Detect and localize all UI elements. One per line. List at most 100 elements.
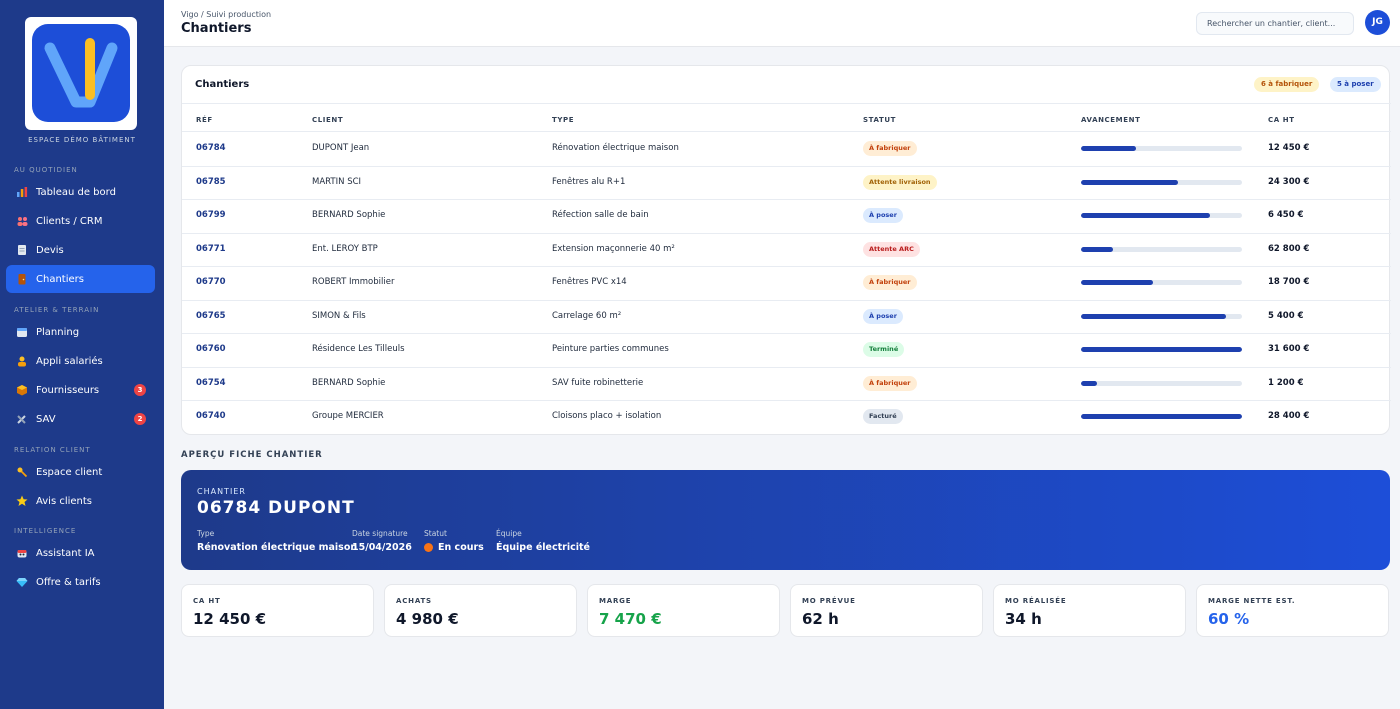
- to-install-chip[interactable]: 5 à poser: [1330, 77, 1381, 92]
- sidebar-item-clients-crm[interactable]: Clients / CRM: [6, 207, 155, 235]
- column-header-status[interactable]: STATUT: [863, 116, 896, 124]
- table-row[interactable]: 06770 ROBERT Immobilier Fenêtres PVC x14 À …: [182, 266, 1391, 299]
- column-header-ref[interactable]: RÉF: [196, 116, 213, 124]
- field-label: Type: [197, 529, 215, 538]
- field-value: 15/04/2026: [352, 542, 412, 553]
- row-amount: 28 400 €: [1268, 411, 1310, 421]
- row-ref[interactable]: 06785: [196, 176, 226, 187]
- worker-icon: [16, 355, 28, 367]
- kpi-value: 60 %: [1208, 610, 1250, 628]
- avatar[interactable]: JG: [1365, 10, 1390, 35]
- progress-bar: [1081, 380, 1242, 386]
- chantier-preview-card[interactable]: CHANTIER 06784 DUPONT Type Rénovation él…: [181, 470, 1390, 570]
- sidebar-item-planning[interactable]: Planning: [6, 318, 155, 346]
- sidebar-item-sav[interactable]: SAV 2: [6, 405, 155, 433]
- key-icon: [16, 466, 28, 478]
- progress-bar: [1081, 179, 1242, 185]
- row-amount: 5 400 €: [1268, 310, 1304, 321]
- sidebar-item-assistant-ia[interactable]: Assistant IA: [6, 539, 155, 567]
- row-ref[interactable]: 06799: [196, 210, 226, 220]
- row-ref[interactable]: 06754: [196, 377, 226, 388]
- sidebar-item-label: Avis clients: [36, 495, 93, 507]
- progress-bar-fill: [1081, 313, 1226, 319]
- breadcrumb[interactable]: Vigo / Suivi production: [181, 10, 272, 19]
- table-row[interactable]: 06765 SIMON & Fils Carrelage 60 m² À poser 5…: [182, 300, 1391, 333]
- row-type: Peinture parties communes: [552, 344, 669, 354]
- row-ref[interactable]: 06740: [196, 411, 226, 421]
- row-divider: [182, 165, 1391, 167]
- status-badge: Attente livraison: [863, 174, 937, 190]
- search-input[interactable]: Rechercher un chantier, client...: [1196, 12, 1354, 35]
- top-header: Vigo / Suivi production Chantiers Recher…: [164, 0, 1400, 47]
- sidebar-item-tableau-de-bord[interactable]: Tableau de bord: [6, 178, 155, 206]
- sidebar-item-chantiers[interactable]: Chantiers: [6, 265, 155, 293]
- sidebar-item-label: Tableau de bord: [36, 186, 116, 198]
- sidebar-item-espace-client[interactable]: Espace client: [6, 458, 155, 486]
- progress-bar-fill: [1081, 380, 1098, 386]
- sidebar-item-offre-tarifs[interactable]: Offre & tarifs: [6, 568, 155, 596]
- status-badge: À fabriquer: [863, 275, 917, 290]
- row-client: BERNARD Sophie: [312, 210, 386, 220]
- field-value: En cours: [424, 542, 484, 553]
- field-value-text: En cours: [438, 542, 484, 553]
- progress-bar: [1081, 146, 1242, 151]
- kpi-label: CA HT: [193, 597, 221, 605]
- row-ref[interactable]: 06770: [196, 277, 226, 287]
- table-row[interactable]: 06784 DUPONT Jean Rénovation électrique ma…: [182, 132, 1391, 165]
- row-type: Carrelage 60 m²: [552, 310, 622, 321]
- sidebar-item-avis-clients[interactable]: Avis clients: [6, 487, 155, 515]
- sav-count-badge: 2: [134, 413, 146, 425]
- sidebar-item-appli-salaries[interactable]: Appli salariés: [6, 347, 155, 375]
- preview-field-type: Type Rénovation électrique maison: [197, 529, 357, 553]
- status-dot-icon: [424, 543, 433, 552]
- status-badge: À poser: [863, 208, 903, 223]
- preview-field-date: Date signature 15/04/2026: [352, 529, 412, 553]
- row-ref[interactable]: 06760: [196, 344, 226, 354]
- row-divider: [182, 333, 1391, 334]
- kpi-mo-prevue: MO PRÉVUE 62 h: [790, 584, 983, 637]
- kpi-label: ACHATS: [396, 597, 432, 605]
- row-type: Cloisons placo + isolation: [552, 411, 662, 421]
- row-amount: 1 200 €: [1268, 377, 1304, 388]
- sidebar-item-devis[interactable]: Devis: [6, 236, 155, 264]
- column-header-progress[interactable]: AVANCEMENT: [1081, 116, 1141, 124]
- row-type: Fenêtres PVC x14: [552, 277, 627, 287]
- field-value: Rénovation électrique maison: [197, 542, 357, 553]
- row-divider: [182, 266, 1391, 267]
- row-ref[interactable]: 06765: [196, 310, 226, 321]
- progress-bar: [1081, 280, 1242, 285]
- column-header-amount[interactable]: CA HT: [1268, 116, 1295, 124]
- row-amount: 18 700 €: [1268, 277, 1310, 287]
- table-row[interactable]: 06754 BERNARD Sophie SAV fuite robinetteri…: [182, 367, 1391, 400]
- row-ref[interactable]: 06771: [196, 243, 226, 254]
- row-client: DUPONT Jean: [312, 143, 370, 153]
- row-client: SIMON & Fils: [312, 310, 366, 321]
- table-row[interactable]: 06740 Groupe MERCIER Cloisons placo + isol…: [182, 400, 1391, 433]
- field-label: Équipe: [496, 529, 522, 538]
- field-value-text: Rénovation électrique maison: [197, 542, 358, 553]
- row-type: Extension maçonnerie 40 m²: [552, 243, 675, 254]
- table-row[interactable]: 06760 Résidence Les Tilleuls Peinture part…: [182, 333, 1391, 366]
- row-divider: [182, 366, 1391, 368]
- kpi-label: MO PRÉVUE: [802, 597, 856, 605]
- box-icon: [16, 384, 28, 396]
- to-make-chip[interactable]: 6 à fabriquer: [1254, 77, 1320, 92]
- row-divider: [182, 299, 1391, 301]
- divider: [182, 103, 1391, 104]
- field-label: Statut: [424, 529, 447, 538]
- column-header-type[interactable]: TYPE: [552, 116, 575, 124]
- row-client: BERNARD Sophie: [312, 377, 386, 388]
- app-logo[interactable]: [25, 17, 137, 130]
- preview-section-title: APERÇU FICHE CHANTIER: [181, 450, 323, 460]
- sidebar-item-label: Chantiers: [36, 273, 84, 285]
- row-amount: 24 300 €: [1268, 176, 1310, 187]
- table-row[interactable]: 06799 BERNARD Sophie Réfection salle de ba…: [182, 199, 1391, 232]
- column-header-client[interactable]: CLIENT: [312, 116, 344, 124]
- table-row[interactable]: 06771 Ent. LEROY BTP Extension maçonnerie …: [182, 233, 1391, 266]
- kpi-value: 4 980 €: [396, 610, 459, 628]
- table-row[interactable]: 06785 MARTIN SCI Fenêtres alu R+1 Attente l…: [182, 166, 1391, 199]
- row-ref[interactable]: 06784: [196, 143, 226, 153]
- sidebar-item-label: Planning: [36, 326, 80, 338]
- sidebar-item-fournisseurs[interactable]: Fournisseurs 3: [6, 376, 155, 404]
- field-value-text: Équipe électricité: [496, 542, 590, 553]
